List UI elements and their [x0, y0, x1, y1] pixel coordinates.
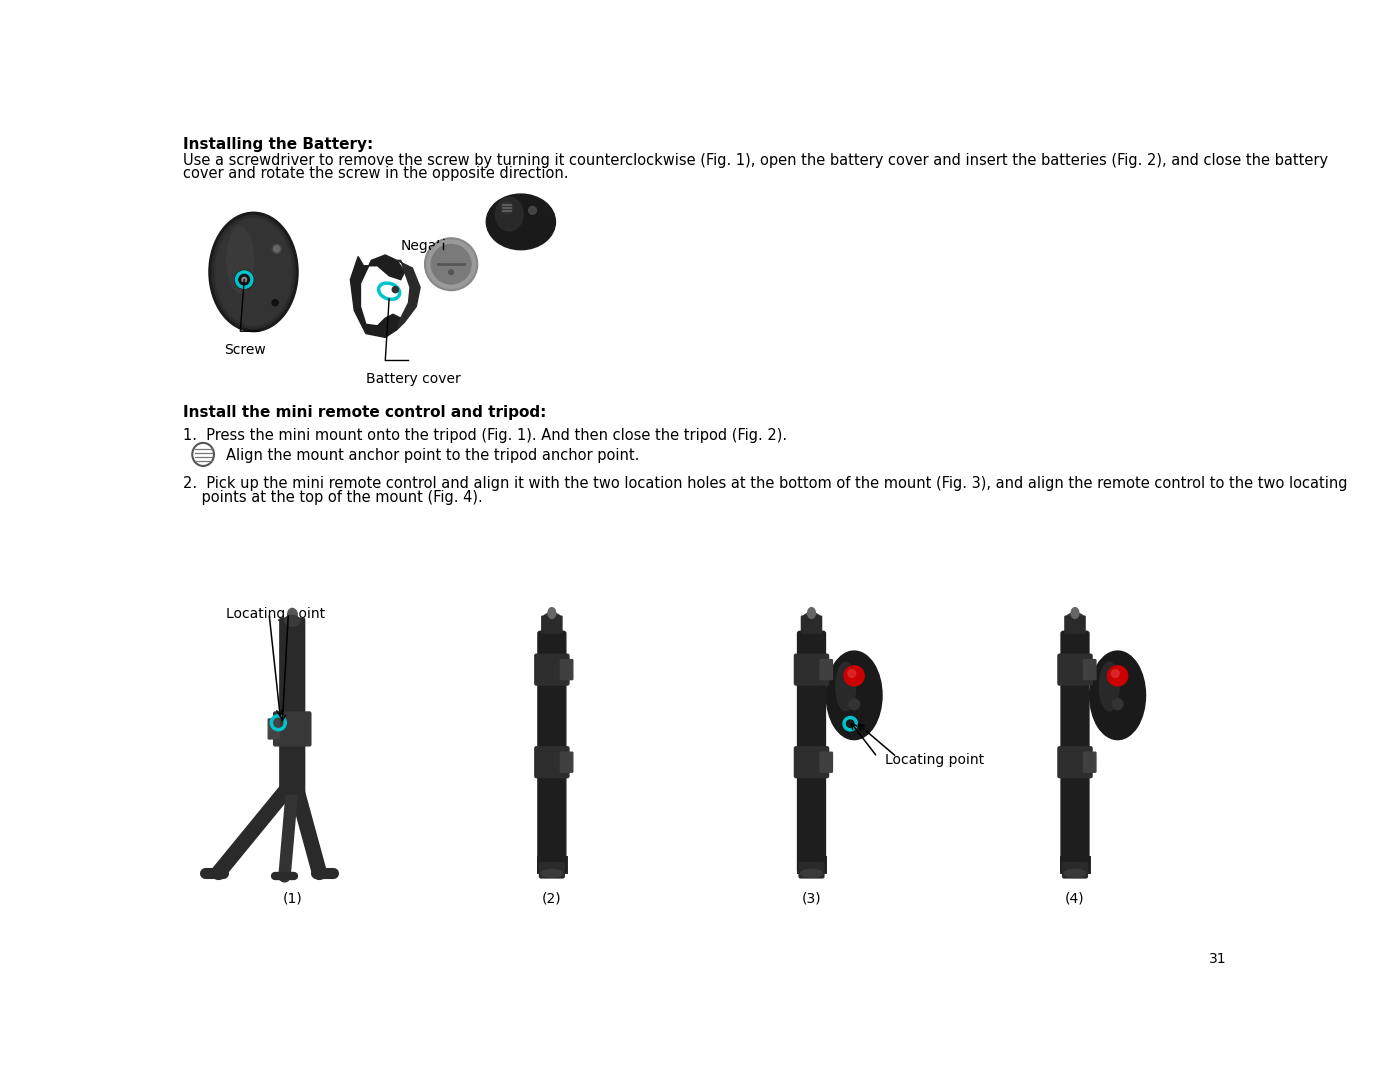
FancyBboxPatch shape	[1064, 616, 1085, 633]
FancyBboxPatch shape	[1084, 752, 1096, 773]
Circle shape	[424, 237, 478, 290]
FancyBboxPatch shape	[821, 659, 833, 680]
FancyBboxPatch shape	[534, 747, 569, 778]
Circle shape	[427, 240, 475, 288]
FancyBboxPatch shape	[801, 616, 822, 633]
FancyBboxPatch shape	[538, 631, 566, 873]
FancyBboxPatch shape	[274, 712, 311, 746]
Circle shape	[242, 277, 246, 282]
Circle shape	[449, 270, 453, 274]
Circle shape	[848, 699, 859, 710]
Text: cover and rotate the screw in the opposite direction.: cover and rotate the screw in the opposi…	[183, 166, 569, 181]
Circle shape	[235, 271, 253, 289]
Ellipse shape	[1071, 607, 1078, 618]
Text: Locating point: Locating point	[226, 606, 325, 620]
Circle shape	[529, 206, 537, 215]
Ellipse shape	[1064, 870, 1086, 877]
Circle shape	[501, 202, 512, 214]
Ellipse shape	[496, 197, 523, 231]
FancyBboxPatch shape	[280, 618, 304, 794]
FancyBboxPatch shape	[795, 747, 829, 778]
FancyBboxPatch shape	[1063, 862, 1088, 878]
Ellipse shape	[541, 870, 563, 877]
Text: Battery cover: Battery cover	[366, 372, 461, 386]
Text: Installing the Battery:: Installing the Battery:	[183, 137, 373, 152]
FancyBboxPatch shape	[1058, 747, 1092, 778]
Ellipse shape	[548, 607, 556, 618]
FancyBboxPatch shape	[560, 752, 573, 773]
FancyBboxPatch shape	[541, 616, 562, 633]
FancyBboxPatch shape	[534, 654, 569, 685]
Ellipse shape	[1089, 651, 1146, 739]
Ellipse shape	[193, 442, 213, 466]
FancyBboxPatch shape	[269, 719, 280, 739]
Ellipse shape	[486, 194, 555, 249]
Polygon shape	[350, 255, 405, 338]
Polygon shape	[397, 260, 420, 330]
Ellipse shape	[212, 216, 295, 328]
Text: Screw: Screw	[224, 343, 266, 357]
Circle shape	[431, 245, 471, 284]
Text: points at the top of the mount (Fig. 4).: points at the top of the mount (Fig. 4).	[183, 490, 483, 505]
Ellipse shape	[215, 218, 292, 326]
Text: Negative: Negative	[401, 238, 463, 252]
Ellipse shape	[1099, 663, 1120, 711]
FancyBboxPatch shape	[1062, 631, 1089, 873]
Text: (2): (2)	[543, 891, 562, 905]
FancyBboxPatch shape	[795, 654, 829, 685]
Ellipse shape	[288, 609, 297, 620]
Circle shape	[392, 287, 398, 292]
Circle shape	[274, 246, 280, 251]
Ellipse shape	[1066, 613, 1084, 623]
FancyBboxPatch shape	[797, 631, 825, 873]
Circle shape	[1111, 670, 1120, 678]
Ellipse shape	[808, 607, 815, 618]
Ellipse shape	[209, 213, 297, 331]
Ellipse shape	[800, 870, 822, 877]
Text: (3): (3)	[801, 891, 821, 905]
Text: 2.  Pick up the mini remote control and align it with the two location holes at : 2. Pick up the mini remote control and a…	[183, 476, 1348, 491]
Text: Use a screwdriver to remove the screw by turning it counterclockwise (Fig. 1), o: Use a screwdriver to remove the screw by…	[183, 152, 1327, 167]
Circle shape	[844, 666, 865, 686]
FancyBboxPatch shape	[560, 659, 573, 680]
Text: 1.  Press the mini mount onto the tripod (Fig. 1). And then close the tripod (Fi: 1. Press the mini mount onto the tripod …	[183, 428, 788, 443]
Circle shape	[1107, 666, 1128, 686]
FancyBboxPatch shape	[1058, 654, 1092, 685]
FancyBboxPatch shape	[799, 862, 823, 878]
Circle shape	[848, 670, 855, 678]
Circle shape	[273, 300, 278, 305]
Text: 31: 31	[1209, 952, 1226, 966]
Text: Align the mount anchor point to the tripod anchor point.: Align the mount anchor point to the trip…	[226, 448, 640, 463]
Text: Install the mini remote control and tripod:: Install the mini remote control and trip…	[183, 405, 547, 420]
Ellipse shape	[227, 228, 253, 292]
FancyBboxPatch shape	[540, 862, 565, 878]
FancyBboxPatch shape	[821, 752, 833, 773]
Ellipse shape	[285, 615, 300, 626]
Ellipse shape	[544, 613, 560, 623]
Text: (4): (4)	[1066, 891, 1085, 905]
Text: (1): (1)	[282, 891, 302, 905]
Circle shape	[273, 244, 281, 254]
Ellipse shape	[826, 651, 883, 739]
Text: Locating point: Locating point	[885, 753, 985, 767]
Circle shape	[1113, 699, 1124, 710]
Ellipse shape	[836, 663, 855, 711]
FancyBboxPatch shape	[1084, 659, 1096, 680]
Ellipse shape	[803, 613, 821, 623]
